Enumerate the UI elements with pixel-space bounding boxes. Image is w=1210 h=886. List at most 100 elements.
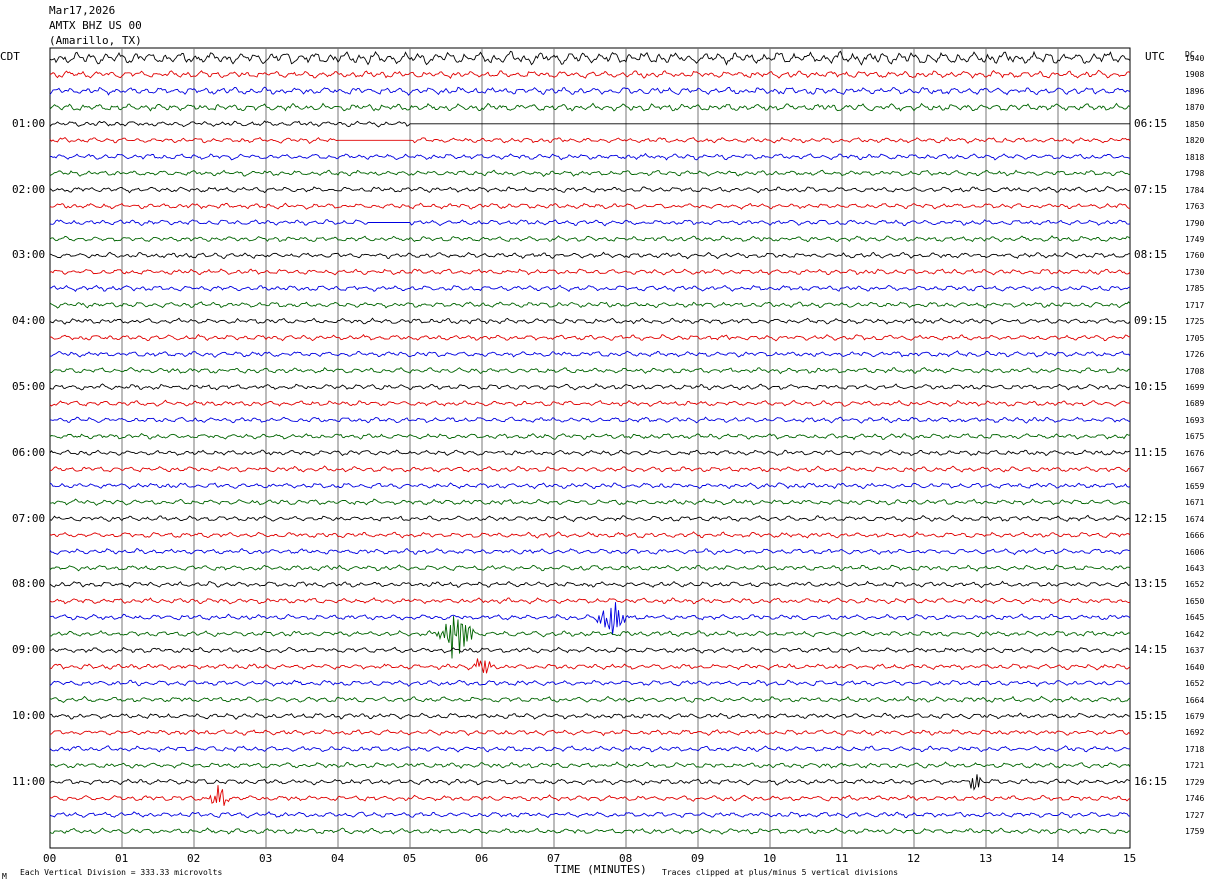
dc-offset-value: 1676 [1185, 448, 1205, 458]
dc-offset-value: 1717 [1185, 300, 1205, 310]
x-tick-label: 00 [43, 852, 57, 865]
right-time-label: 09:15 [1134, 314, 1168, 328]
seismic-trace-40 [50, 712, 1131, 720]
right-time-label: 13:15 [1134, 577, 1168, 591]
left-time-label: 09:00 [12, 643, 46, 657]
seismic-trace-37 [49, 658, 1131, 674]
seismic-trace-19 [49, 366, 1131, 375]
dc-offset-value: 1784 [1185, 185, 1205, 195]
seismic-trace-3 [49, 102, 1131, 112]
dc-offset-value: 1820 [1185, 136, 1205, 146]
x-axis-label: TIME (MINUTES) [554, 863, 647, 876]
seismic-trace-41 [49, 729, 1131, 737]
right-time-label: 10:15 [1134, 380, 1168, 393]
seismic-trace-18 [49, 350, 1131, 358]
right-time-label: 08:15 [1134, 248, 1168, 262]
left-time-label: 07:00 [12, 511, 46, 525]
seismic-trace-0 [49, 50, 1131, 66]
left-time-label: 10:00 [12, 709, 46, 722]
seismic-trace-46 [49, 811, 1131, 819]
seismic-trace-44 [49, 774, 1131, 791]
right-time-label: 12:15 [1134, 511, 1168, 525]
seismic-trace-45 [49, 785, 1131, 806]
seismic-trace-30 [49, 547, 1131, 556]
left-timezone-label: CDT [0, 50, 20, 63]
seismic-trace-7 [49, 169, 1131, 177]
x-tick-label: 09 [691, 852, 705, 865]
dc-offset-value: 1763 [1185, 202, 1205, 212]
seismic-trace-27 [50, 498, 1130, 506]
dc-offset-value: 1650 [1185, 596, 1205, 606]
dc-offset-value: 1692 [1185, 728, 1205, 738]
left-time-label: 05:00 [12, 380, 46, 393]
dc-offset-value: 1725 [1185, 317, 1205, 327]
dc-offset-value: 1674 [1185, 514, 1205, 524]
seismic-trace-16 [49, 317, 1131, 325]
right-time-label: 11:15 [1134, 445, 1168, 459]
dc-offset-value: 1643 [1185, 563, 1205, 573]
dc-offset-value: 1666 [1185, 531, 1205, 541]
dc-offset-value: 1727 [1185, 810, 1205, 820]
dc-offset-value: 1659 [1185, 481, 1205, 491]
dc-offset-value: 1730 [1185, 267, 1205, 277]
dc-offset-value: 1749 [1185, 234, 1205, 244]
seismic-trace-31 [49, 564, 1131, 572]
dc-offset-value: 1726 [1185, 350, 1205, 360]
seismic-trace-8 [49, 185, 1131, 194]
x-tick-label: 12 [907, 852, 921, 865]
seismic-trace-25 [49, 465, 1131, 473]
x-tick-label: 15 [1123, 852, 1137, 865]
dc-offset-value: 1798 [1185, 169, 1205, 179]
right-time-label: 16:15 [1134, 774, 1168, 788]
plot-frame [49, 47, 1131, 849]
dc-offset-value: 1908 [1185, 70, 1205, 80]
dc-offset-value: 1667 [1185, 465, 1205, 475]
seismic-trace-5 [49, 136, 1131, 145]
dc-offset-value: 1721 [1185, 761, 1205, 771]
seismic-trace-28 [49, 514, 1131, 523]
x-tick-label: 04 [331, 852, 345, 865]
x-tick-label: 02 [187, 852, 201, 865]
seismic-trace-12 [49, 251, 1131, 260]
dc-offset-value: 1896 [1185, 86, 1205, 96]
dc-offset-value: 1664 [1185, 695, 1205, 705]
dc-offset-value: 1642 [1185, 629, 1205, 639]
left-time-label: 11:00 [12, 774, 46, 788]
seismic-trace-2 [49, 86, 1131, 96]
seismic-trace-17 [49, 333, 1131, 342]
dc-offset-value: 1671 [1185, 498, 1205, 508]
x-tick-label: 10 [763, 852, 777, 865]
seismic-trace-43 [49, 761, 1131, 769]
station-code: AMTX BHZ US 00 [49, 19, 142, 32]
seismic-trace-10 [49, 219, 1131, 227]
x-tick-label: 13 [979, 852, 993, 865]
dc-offset-value: 1746 [1185, 794, 1205, 804]
left-time-label: 02:00 [12, 182, 46, 196]
seismic-trace-34 [50, 602, 1131, 635]
seismic-trace-14 [49, 284, 1131, 293]
dc-offset-value: 1785 [1185, 284, 1205, 294]
seismic-trace-38 [49, 679, 1131, 688]
x-tick-label: 14 [1051, 852, 1065, 865]
seismic-trace-29 [49, 531, 1131, 539]
dc-offset-value: 1940 [1185, 54, 1205, 63]
dc-offset-value: 1652 [1185, 679, 1205, 689]
seismic-trace-13 [49, 268, 1131, 276]
station-location: (Amarillo, TX) [49, 34, 142, 47]
x-tick-label: 05 [403, 852, 417, 865]
dc-offset-value: 1708 [1185, 366, 1205, 376]
dc-offset-value: 1640 [1185, 662, 1205, 672]
seismic-trace-4 [49, 120, 1130, 128]
seismic-trace-24 [49, 449, 1131, 457]
dc-offset-value: 1870 [1185, 103, 1205, 113]
seismic-trace-32 [49, 580, 1131, 589]
left-time-label: 01:00 [12, 116, 46, 130]
seismic-trace-22 [49, 416, 1131, 424]
seismic-trace-6 [49, 152, 1131, 161]
left-time-label: 03:00 [12, 248, 46, 262]
seismic-trace-33 [49, 597, 1131, 605]
x-tick-label: 07 [547, 852, 561, 865]
seismic-trace-15 [49, 301, 1131, 309]
dc-header-label: DC [1185, 50, 1195, 59]
